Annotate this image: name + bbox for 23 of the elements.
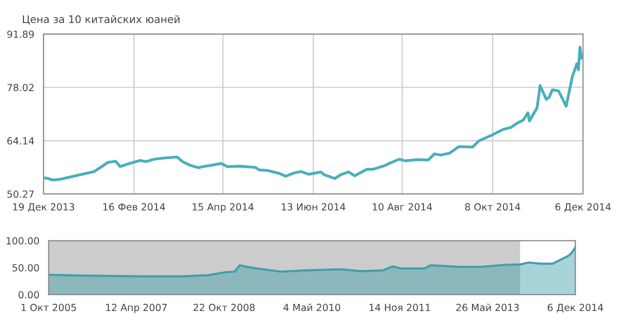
x-tick-label: 4 Май 2010 <box>284 304 340 312</box>
x-tick-label: 22 Окт 2008 <box>194 304 255 312</box>
x-tick-label: 1 Окт 2005 <box>22 304 76 312</box>
x-tick-label: 13 Июн 2014 <box>282 203 346 211</box>
x-tick-label: 8 Окт 2014 <box>465 203 520 211</box>
y-tick-label: 91.89 <box>7 30 34 38</box>
x-tick-label: 10 Авг 2014 <box>372 203 432 211</box>
y-tick-label: 100.00 <box>6 237 39 244</box>
chart-title: Цена за 10 китайских юаней <box>22 15 180 25</box>
y-tick-label: 50.00 <box>12 264 39 272</box>
x-tick-label: 6 Дек 2014 <box>555 203 611 212</box>
y-tick-label: 64.14 <box>7 137 34 145</box>
y-tick-label: 0.00 <box>18 291 39 298</box>
y-tick-label: 50.27 <box>7 190 34 198</box>
x-tick-label: 6 Дек 2014 <box>548 304 604 313</box>
x-tick-label: 26 Май 2013 <box>456 304 519 312</box>
x-tick-label: 14 Ноя 2011 <box>370 304 430 312</box>
y-tick-label: 78.02 <box>7 84 34 92</box>
line-series <box>44 46 584 182</box>
x-tick-label: 12 Апр 2007 <box>106 304 167 314</box>
x-tick-label: 15 Апр 2014 <box>192 203 254 212</box>
x-tick-label: 16 Фев 2014 <box>103 203 166 211</box>
x-tick-label: 19 Дек 2013 <box>13 203 74 212</box>
